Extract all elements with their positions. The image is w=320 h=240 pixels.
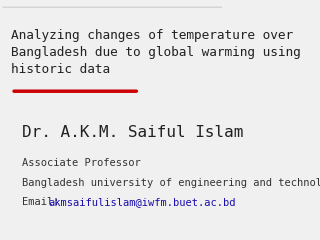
Text: Associate Professor: Associate Professor xyxy=(22,158,141,168)
Text: Email:: Email: xyxy=(22,197,66,207)
Text: Dr. A.K.M. Saiful Islam: Dr. A.K.M. Saiful Islam xyxy=(22,125,244,140)
Text: akmsaifulislam@iwfm.buet.ac.bd: akmsaifulislam@iwfm.buet.ac.bd xyxy=(48,197,236,207)
Text: Bangladesh university of engineering and technology: Bangladesh university of engineering and… xyxy=(22,178,320,188)
Text: Analyzing changes of temperature over
Bangladesh due to global warming using
his: Analyzing changes of temperature over Ba… xyxy=(11,29,301,76)
